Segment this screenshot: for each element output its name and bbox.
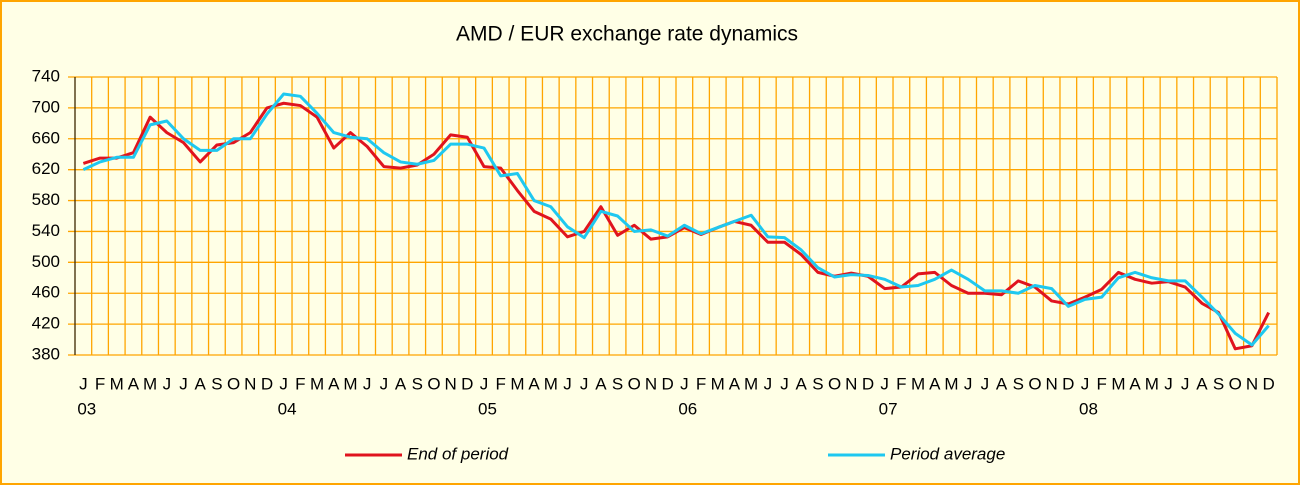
y-tick-label: 420 bbox=[32, 314, 60, 333]
x-tick-label: D bbox=[1062, 374, 1074, 393]
x-tick-label: J bbox=[1181, 374, 1190, 393]
x-tick-label: A bbox=[996, 374, 1008, 393]
x-tick-label: M bbox=[711, 374, 725, 393]
x-tick-label: N bbox=[1045, 374, 1057, 393]
year-label: 03 bbox=[77, 399, 96, 418]
x-tick-label: J bbox=[1164, 374, 1173, 393]
x-tick-label: J bbox=[279, 374, 288, 393]
x-tick-label: J bbox=[780, 374, 789, 393]
x-tick-label: S bbox=[412, 374, 423, 393]
x-tick-label: A bbox=[1196, 374, 1208, 393]
x-tick-label: J bbox=[563, 374, 572, 393]
y-tick-label: 460 bbox=[32, 283, 60, 302]
x-tick-label: A bbox=[195, 374, 207, 393]
x-tick-label: O bbox=[427, 374, 440, 393]
x-tick-label: J bbox=[79, 374, 88, 393]
y-tick-label: 580 bbox=[32, 190, 60, 209]
x-tick-label: O bbox=[628, 374, 641, 393]
line-series bbox=[82, 92, 1270, 347]
x-tick-label: J bbox=[380, 374, 389, 393]
x-tick-label: M bbox=[310, 374, 324, 393]
x-tick-label: M bbox=[911, 374, 925, 393]
x-tick-label: M bbox=[343, 374, 357, 393]
x-tick-label: J bbox=[964, 374, 973, 393]
x-tick-label: D bbox=[1263, 374, 1275, 393]
x-tick-label: A bbox=[595, 374, 607, 393]
year-label: 07 bbox=[879, 399, 898, 418]
x-tick-label: N bbox=[845, 374, 857, 393]
y-tick-label: 700 bbox=[32, 97, 60, 116]
x-tick-label: J bbox=[981, 374, 990, 393]
year-label: 06 bbox=[678, 399, 697, 418]
x-tick-label: S bbox=[1013, 374, 1024, 393]
x-tick-label: J bbox=[880, 374, 889, 393]
x-tick-label: N bbox=[1246, 374, 1258, 393]
y-tick-label: 500 bbox=[32, 252, 60, 271]
x-tick-label: D bbox=[261, 374, 273, 393]
x-tick-label: S bbox=[211, 374, 222, 393]
x-tick-label: A bbox=[1129, 374, 1141, 393]
y-tick-label: 660 bbox=[32, 128, 60, 147]
x-tick-label: S bbox=[612, 374, 623, 393]
x-tick-label: M bbox=[744, 374, 758, 393]
y-tick-label: 540 bbox=[32, 221, 60, 240]
x-tick-label: J bbox=[163, 374, 172, 393]
x-tick-label: F bbox=[95, 374, 105, 393]
x-tick-label: S bbox=[812, 374, 823, 393]
year-label: 05 bbox=[478, 399, 497, 418]
x-tick-label: N bbox=[444, 374, 456, 393]
legend-label: End of period bbox=[407, 444, 509, 463]
chart-title: AMD / EUR exchange rate dynamics bbox=[456, 23, 798, 46]
x-tick-label: J bbox=[1081, 374, 1090, 393]
x-tick-label: A bbox=[395, 374, 407, 393]
legend-label: Period average bbox=[890, 444, 1005, 463]
y-tick-label: 740 bbox=[32, 66, 60, 85]
x-tick-label: J bbox=[764, 374, 773, 393]
x-tick-label: M bbox=[944, 374, 958, 393]
x-tick-label: O bbox=[828, 374, 841, 393]
x-tick-label: J bbox=[363, 374, 372, 393]
x-tick-label: A bbox=[929, 374, 941, 393]
x-tick-label: A bbox=[729, 374, 741, 393]
x-tick-label: M bbox=[1111, 374, 1125, 393]
x-tick-label: F bbox=[295, 374, 305, 393]
x-tick-label: F bbox=[496, 374, 506, 393]
x-tick-label: J bbox=[480, 374, 489, 393]
x-tick-label: A bbox=[796, 374, 808, 393]
x-tick-label: M bbox=[1145, 374, 1159, 393]
x-tick-label: N bbox=[645, 374, 657, 393]
x-tick-label: D bbox=[461, 374, 473, 393]
x-tick-label: N bbox=[244, 374, 256, 393]
x-tick-label: A bbox=[328, 374, 340, 393]
y-tick-label: 380 bbox=[32, 344, 60, 363]
x-tick-label: M bbox=[544, 374, 558, 393]
x-tick-label: D bbox=[662, 374, 674, 393]
year-label: 04 bbox=[278, 399, 297, 418]
x-tick-label: A bbox=[128, 374, 140, 393]
x-tick-label: D bbox=[862, 374, 874, 393]
x-tick-label: O bbox=[227, 374, 240, 393]
year-label: 08 bbox=[1079, 399, 1098, 418]
x-tick-label: J bbox=[179, 374, 188, 393]
x-tick-label: M bbox=[143, 374, 157, 393]
x-tick-label: A bbox=[528, 374, 540, 393]
x-tick-label: M bbox=[510, 374, 524, 393]
x-tick-label: S bbox=[1213, 374, 1224, 393]
x-tick-label: F bbox=[896, 374, 906, 393]
x-tick-label: J bbox=[580, 374, 589, 393]
x-tick-label: J bbox=[680, 374, 689, 393]
x-tick-label: F bbox=[1097, 374, 1107, 393]
x-tick-label: F bbox=[696, 374, 706, 393]
x-tick-label: M bbox=[110, 374, 124, 393]
x-tick-label: O bbox=[1229, 374, 1242, 393]
y-tick-label: 620 bbox=[32, 159, 60, 178]
x-tick-label: O bbox=[1028, 374, 1041, 393]
